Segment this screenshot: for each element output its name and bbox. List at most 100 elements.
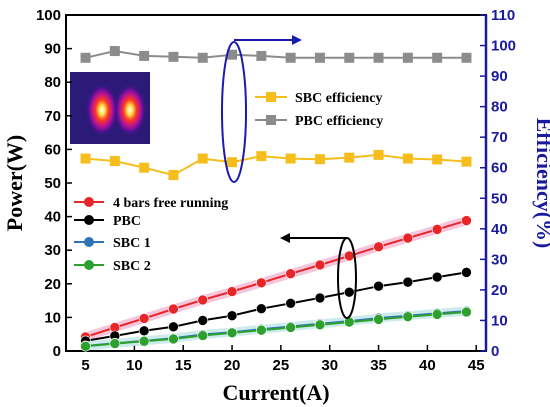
point-4-bars-free-running-44	[461, 215, 472, 226]
point-4-bars-free-running-26	[285, 268, 296, 280]
efficiency-annotation-ellipse	[221, 41, 247, 183]
point-4-bars-free-running-41	[431, 224, 443, 235]
point-sbc-2-14	[168, 333, 179, 345]
y-right-tick-label-40: 40	[491, 221, 508, 238]
x-tick-label-5: 5	[81, 357, 89, 374]
point-pbc-23	[256, 303, 267, 314]
point-sbc-2-41	[431, 309, 443, 320]
legend-item-sbc-efficiency: SBC efficiency	[255, 91, 382, 106]
legend-item-sbc-2: SBC 2	[74, 259, 151, 274]
legend-item-pbc-efficiency: PBC efficiency	[255, 114, 383, 129]
beam-profile-inset	[70, 72, 150, 144]
x-tick-label-25: 25	[273, 357, 290, 374]
y-right-tick-label-50: 50	[491, 190, 508, 207]
x-tick-label-20: 20	[224, 357, 241, 374]
point-pbc-efficiency-41	[432, 52, 443, 63]
point-sbc-2-20	[226, 327, 238, 339]
point-sbc-2-17	[197, 330, 209, 341]
y-right-tick-label-20: 20	[491, 282, 508, 299]
point-4-bars-free-running-32	[343, 250, 355, 262]
point-pbc-efficiency-14	[168, 51, 179, 62]
y-right-tick-label-60: 60	[491, 160, 508, 177]
x-tick-label-15: 15	[175, 357, 192, 374]
point-sbc-efficiency-41	[432, 154, 443, 165]
y-left-tick-label-80: 80	[44, 74, 61, 91]
y-left-axis-title: Power(W)	[2, 135, 27, 232]
y-left-tick-label-100: 100	[36, 7, 61, 24]
point-pbc-44	[461, 267, 472, 278]
point-sbc-2-38	[402, 311, 414, 323]
point-pbc-efficiency-29	[314, 52, 325, 63]
x-tick-label-30: 30	[321, 357, 338, 374]
point-sbc-2-26	[285, 322, 296, 333]
plot-area	[65, 14, 487, 352]
y-left-tick-label-40: 40	[44, 209, 61, 226]
legend-marker-pbc	[84, 215, 94, 225]
x-tick-label-35: 35	[370, 357, 387, 374]
legend-label-pbc: PBC	[113, 214, 141, 229]
point-sbc-efficiency-17	[197, 153, 208, 164]
point-sbc-efficiency-11	[139, 162, 150, 173]
point-sbc-2-35	[373, 314, 384, 325]
point-pbc-29	[314, 292, 326, 304]
legend-item-sbc-1: SBC 1	[74, 236, 151, 251]
point-4-bars-free-running-20	[226, 286, 238, 297]
y-right-tick-label-70: 70	[491, 129, 508, 146]
beam-lobe-right	[114, 84, 146, 136]
point-sbc-2-29	[314, 319, 326, 331]
point-sbc-2-11	[138, 335, 150, 347]
y-right-tick-label-90: 90	[491, 68, 508, 85]
point-pbc-efficiency-35	[373, 52, 384, 63]
point-sbc-efficiency-26	[285, 153, 296, 164]
legend-label-pbc-efficiency: PBC efficiency	[295, 114, 383, 129]
y-left-tick-label-30: 30	[44, 242, 61, 259]
legend-label-sbc-1: SBC 1	[113, 236, 151, 251]
point-pbc-32	[343, 286, 355, 298]
point-sbc-2-23	[256, 324, 267, 336]
point-4-bars-free-running-11	[138, 313, 150, 324]
legend-marker-sbc-efficiency	[266, 92, 276, 102]
point-sbc-efficiency-29	[314, 154, 325, 165]
point-pbc-efficiency-44	[461, 52, 472, 63]
legend-marker-free-running	[84, 197, 94, 207]
point-sbc-2-5	[80, 340, 91, 352]
point-4-bars-free-running-38	[402, 232, 414, 244]
point-pbc-efficiency-5	[80, 52, 91, 63]
point-sbc-efficiency-32	[344, 152, 355, 163]
legend-item-pbc: PBC	[74, 214, 141, 229]
point-pbc-17	[197, 315, 209, 326]
y-right-tick-label-110: 110	[491, 7, 515, 24]
point-pbc-efficiency-20	[227, 49, 238, 60]
point-4-bars-free-running-35	[373, 241, 384, 253]
point-4-bars-free-running-23	[256, 277, 267, 289]
point-sbc-efficiency-20	[227, 157, 238, 168]
point-pbc-26	[285, 297, 296, 309]
y-right-tick-label-100: 100	[491, 38, 516, 55]
point-pbc-efficiency-38	[402, 52, 413, 63]
y-right-axis-title: Efficiency(%)	[532, 118, 550, 249]
legend-item-free-running: 4 bars free running	[74, 196, 228, 211]
y-left-tick-label-90: 90	[44, 41, 61, 58]
legend-label-sbc-efficiency: SBC efficiency	[295, 91, 382, 106]
y-right-tick-label-0: 0	[491, 343, 499, 360]
legend-marker-pbc-efficiency	[266, 115, 276, 125]
point-sbc-2-8	[109, 338, 121, 349]
point-sbc-efficiency-8	[109, 156, 120, 167]
legend-label-sbc-2: SBC 2	[113, 259, 151, 274]
point-sbc-2-44	[461, 306, 472, 318]
point-pbc-efficiency-17	[197, 52, 208, 63]
point-sbc-efficiency-35	[373, 149, 384, 160]
x-tick-label-45: 45	[468, 357, 485, 374]
point-4-bars-free-running-17	[197, 294, 209, 306]
legend-efficiency: SBC efficiency PBC efficiency	[255, 91, 383, 129]
point-sbc-efficiency-44	[461, 156, 472, 167]
y-right-tick-label-30: 30	[491, 251, 508, 268]
point-sbc-efficiency-23	[256, 151, 267, 162]
point-sbc-efficiency-14	[168, 170, 179, 181]
legend-marker-sbc-2	[84, 260, 94, 270]
legend-power: 4 bars free running PBC SBC 1 SBC 2	[74, 196, 228, 274]
series-pbc	[80, 267, 472, 347]
x-tick-label-10: 10	[126, 357, 143, 374]
point-pbc-efficiency-32	[344, 52, 355, 63]
point-sbc-efficiency-5	[80, 153, 91, 164]
